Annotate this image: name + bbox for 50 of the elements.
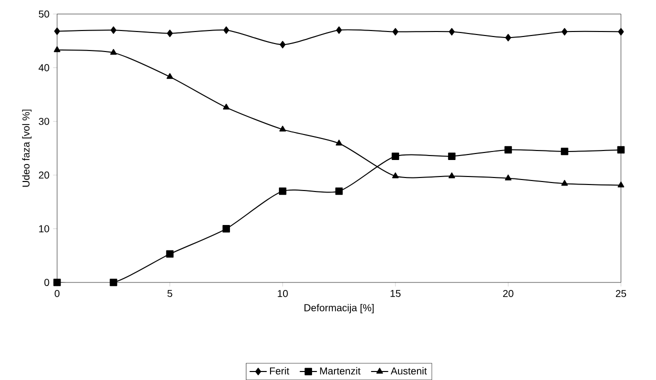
point bbox=[278, 187, 286, 195]
point bbox=[222, 104, 230, 110]
point bbox=[223, 26, 230, 34]
point bbox=[280, 40, 286, 48]
point bbox=[110, 26, 116, 34]
point bbox=[110, 278, 118, 286]
point bbox=[110, 48, 117, 55]
legend-label: Martenzit bbox=[320, 367, 361, 374]
point bbox=[222, 224, 230, 232]
point bbox=[166, 250, 174, 258]
x-tick-label: 10 bbox=[278, 290, 288, 297]
point bbox=[336, 140, 342, 146]
point bbox=[504, 146, 512, 154]
point bbox=[504, 174, 512, 180]
point bbox=[166, 73, 174, 79]
y-tick-label: 30 bbox=[38, 118, 50, 125]
point bbox=[392, 28, 398, 36]
point bbox=[392, 152, 400, 160]
legend-label: Austenit bbox=[390, 367, 427, 374]
x-tick-label: 0 bbox=[54, 290, 60, 297]
point bbox=[54, 27, 60, 35]
x-axis-title: Deformacija [%] bbox=[304, 304, 374, 314]
y-tick-label: 50 bbox=[38, 10, 50, 18]
point bbox=[448, 172, 456, 178]
point bbox=[561, 180, 568, 186]
x-tick-label: 15 bbox=[390, 290, 401, 297]
y-tick-label: 0 bbox=[44, 278, 50, 286]
point bbox=[617, 146, 625, 154]
point bbox=[53, 278, 61, 286]
point bbox=[279, 126, 286, 132]
point bbox=[560, 148, 568, 156]
point bbox=[54, 46, 60, 52]
point bbox=[448, 28, 455, 36]
y-tick-label: 10 bbox=[39, 225, 50, 232]
x-tick-label: 20 bbox=[503, 290, 514, 297]
point bbox=[505, 34, 512, 42]
point bbox=[335, 187, 343, 195]
point bbox=[618, 182, 624, 188]
y-axis-title: Udeo faza [vol %] bbox=[22, 110, 32, 187]
x-tick-label: 25 bbox=[616, 290, 626, 297]
legend-label: Ferit bbox=[270, 367, 290, 374]
point bbox=[562, 28, 568, 36]
point bbox=[166, 30, 173, 37]
point bbox=[618, 28, 624, 36]
point bbox=[336, 26, 342, 34]
y-tick-label: 40 bbox=[38, 64, 50, 72]
point bbox=[392, 172, 399, 178]
point bbox=[448, 152, 456, 160]
y-tick-label: 20 bbox=[38, 171, 50, 179]
x-tick-label: 5 bbox=[167, 290, 172, 297]
